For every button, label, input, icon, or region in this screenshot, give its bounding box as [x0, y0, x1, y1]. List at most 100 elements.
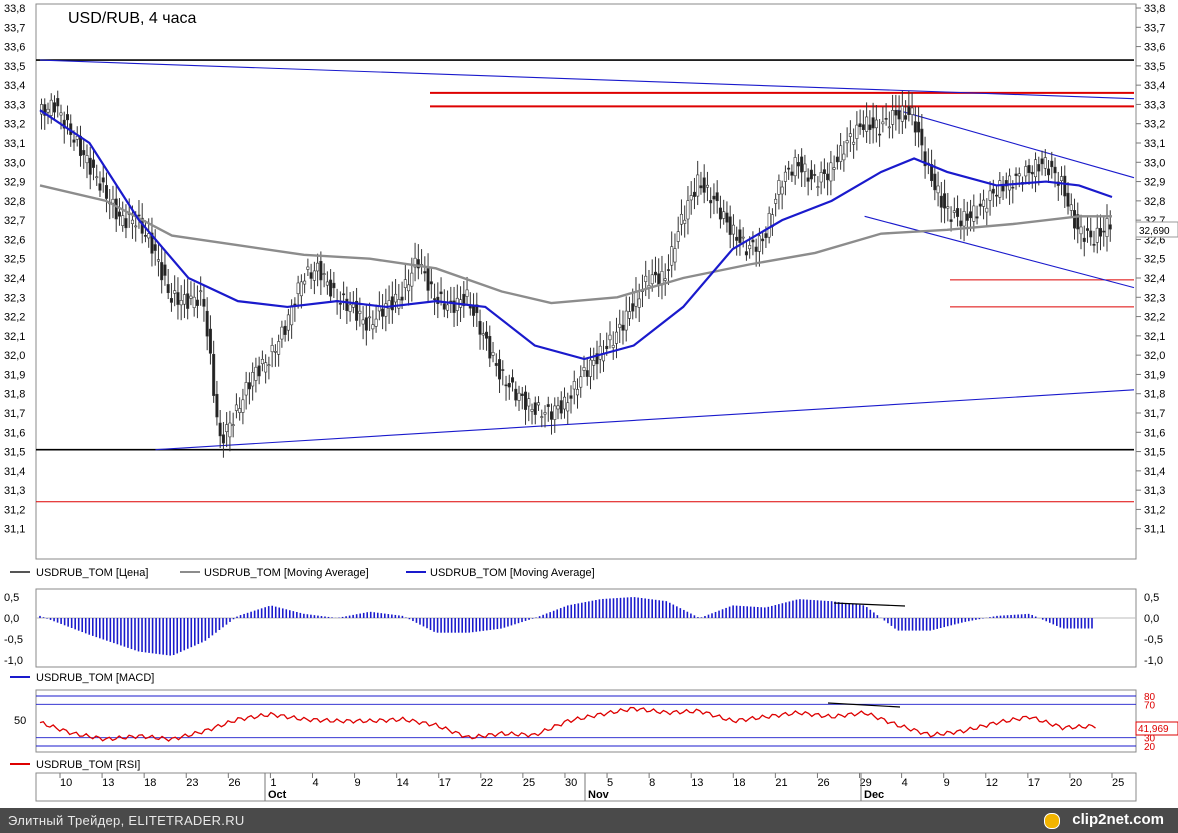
candle-body	[280, 326, 284, 340]
x-tick-label: 13	[691, 777, 703, 789]
candle-body	[952, 210, 956, 213]
candle-body	[88, 157, 92, 175]
candle-body	[780, 186, 784, 195]
price-tick-left: 33,5	[4, 61, 25, 73]
candle-body	[290, 305, 294, 326]
price-tick-left: 31,8	[4, 389, 25, 401]
candle-body	[608, 334, 612, 341]
candle-body	[709, 200, 713, 204]
candle-body	[1053, 166, 1057, 174]
candle-body	[988, 190, 992, 201]
trend-line	[155, 389, 1135, 451]
candle-body	[199, 290, 203, 293]
x-tick-label: 25	[523, 777, 535, 789]
candle-body	[117, 211, 121, 217]
candle-body	[1082, 237, 1086, 242]
candle-body	[228, 422, 232, 438]
candle-body	[1099, 228, 1103, 237]
trend-line	[39, 59, 1135, 100]
price-tick-right: 32,5	[1144, 254, 1165, 266]
candle-body	[855, 124, 859, 139]
rsi-level-label: 70	[1144, 700, 1156, 711]
rsi-last-box	[1135, 721, 1178, 736]
candle-body	[1089, 230, 1093, 238]
candle-body	[715, 192, 719, 202]
candle-body	[826, 173, 830, 181]
candle-body	[605, 345, 609, 350]
candle-body	[91, 159, 95, 168]
candle-body	[933, 173, 937, 191]
candle-body	[777, 180, 781, 195]
candle-body	[822, 169, 826, 174]
candle-body	[738, 229, 742, 243]
candle-body	[657, 273, 661, 286]
clip2net-logo-icon	[1044, 813, 1060, 829]
candle-body	[621, 324, 625, 331]
x-tick-label: 4	[902, 777, 908, 789]
macd-divergence-line	[833, 602, 906, 607]
price-tick-left: 31,9	[4, 369, 25, 381]
moving-averages	[39, 109, 1113, 361]
candle-body	[345, 298, 349, 311]
candle-body	[897, 110, 901, 120]
candle-body	[251, 372, 255, 387]
candle-body	[215, 393, 219, 418]
x-tick-label: 22	[481, 777, 493, 789]
candle-body	[868, 124, 872, 130]
candle-body	[286, 314, 290, 331]
x-tick-label: 14	[397, 777, 409, 789]
x-tick-label: 4	[312, 777, 318, 789]
candle-body	[189, 295, 193, 299]
candle-body	[384, 303, 388, 317]
candle-body	[426, 268, 430, 291]
price-tick-left: 31,6	[4, 427, 25, 439]
candle-body	[364, 317, 368, 331]
candle-body	[143, 235, 147, 237]
candle-body	[806, 177, 810, 182]
candle-body	[137, 214, 141, 217]
candle-body	[208, 328, 212, 354]
price-tick-left: 33,6	[4, 42, 25, 54]
candle-body	[182, 294, 186, 305]
candle-body	[965, 213, 969, 221]
candle-body	[511, 377, 515, 383]
candle-body	[722, 211, 726, 219]
price-tick-right: 33,3	[1144, 99, 1165, 111]
candle-body	[1040, 158, 1044, 165]
price-tick-right: 31,8	[1144, 389, 1165, 401]
candle-body	[556, 405, 560, 410]
candle-body	[507, 383, 511, 388]
month-label: Dec	[864, 789, 884, 801]
candle-body	[381, 308, 385, 317]
candle-body	[683, 219, 687, 224]
x-axis: 10 13 18 23 26 1 4 9 14 17 22 25 30 5 8 13 18 21 26 29 4 9 12 1…	[59, 773, 1124, 801]
candle-body	[543, 412, 547, 415]
candle-body	[186, 293, 190, 309]
candle-body	[309, 272, 313, 279]
price-tick-right: 31,1	[1144, 524, 1165, 536]
price-panel	[35, 3, 1137, 560]
candle-body	[39, 104, 43, 115]
candle-body	[1047, 168, 1051, 176]
price-tick-right: 32,9	[1144, 177, 1165, 189]
candle-body	[858, 123, 862, 128]
candle-body	[692, 191, 696, 197]
candle-body	[72, 139, 76, 143]
candle-body	[962, 211, 966, 227]
candle-body	[361, 319, 365, 325]
candle-body	[800, 156, 804, 173]
candle-body	[559, 400, 563, 414]
candle-body	[95, 176, 99, 179]
candle-body	[173, 290, 177, 294]
candle-body	[348, 304, 352, 312]
candle-body	[624, 310, 628, 331]
candle-body	[1079, 226, 1083, 235]
candle-body	[1105, 218, 1109, 237]
candle-body	[241, 399, 245, 413]
candle-body	[949, 219, 953, 222]
last-price-box	[1135, 221, 1178, 238]
candle-body	[673, 248, 677, 263]
candle-body	[537, 402, 541, 406]
candle-body	[150, 232, 154, 254]
candle-body	[913, 121, 917, 133]
